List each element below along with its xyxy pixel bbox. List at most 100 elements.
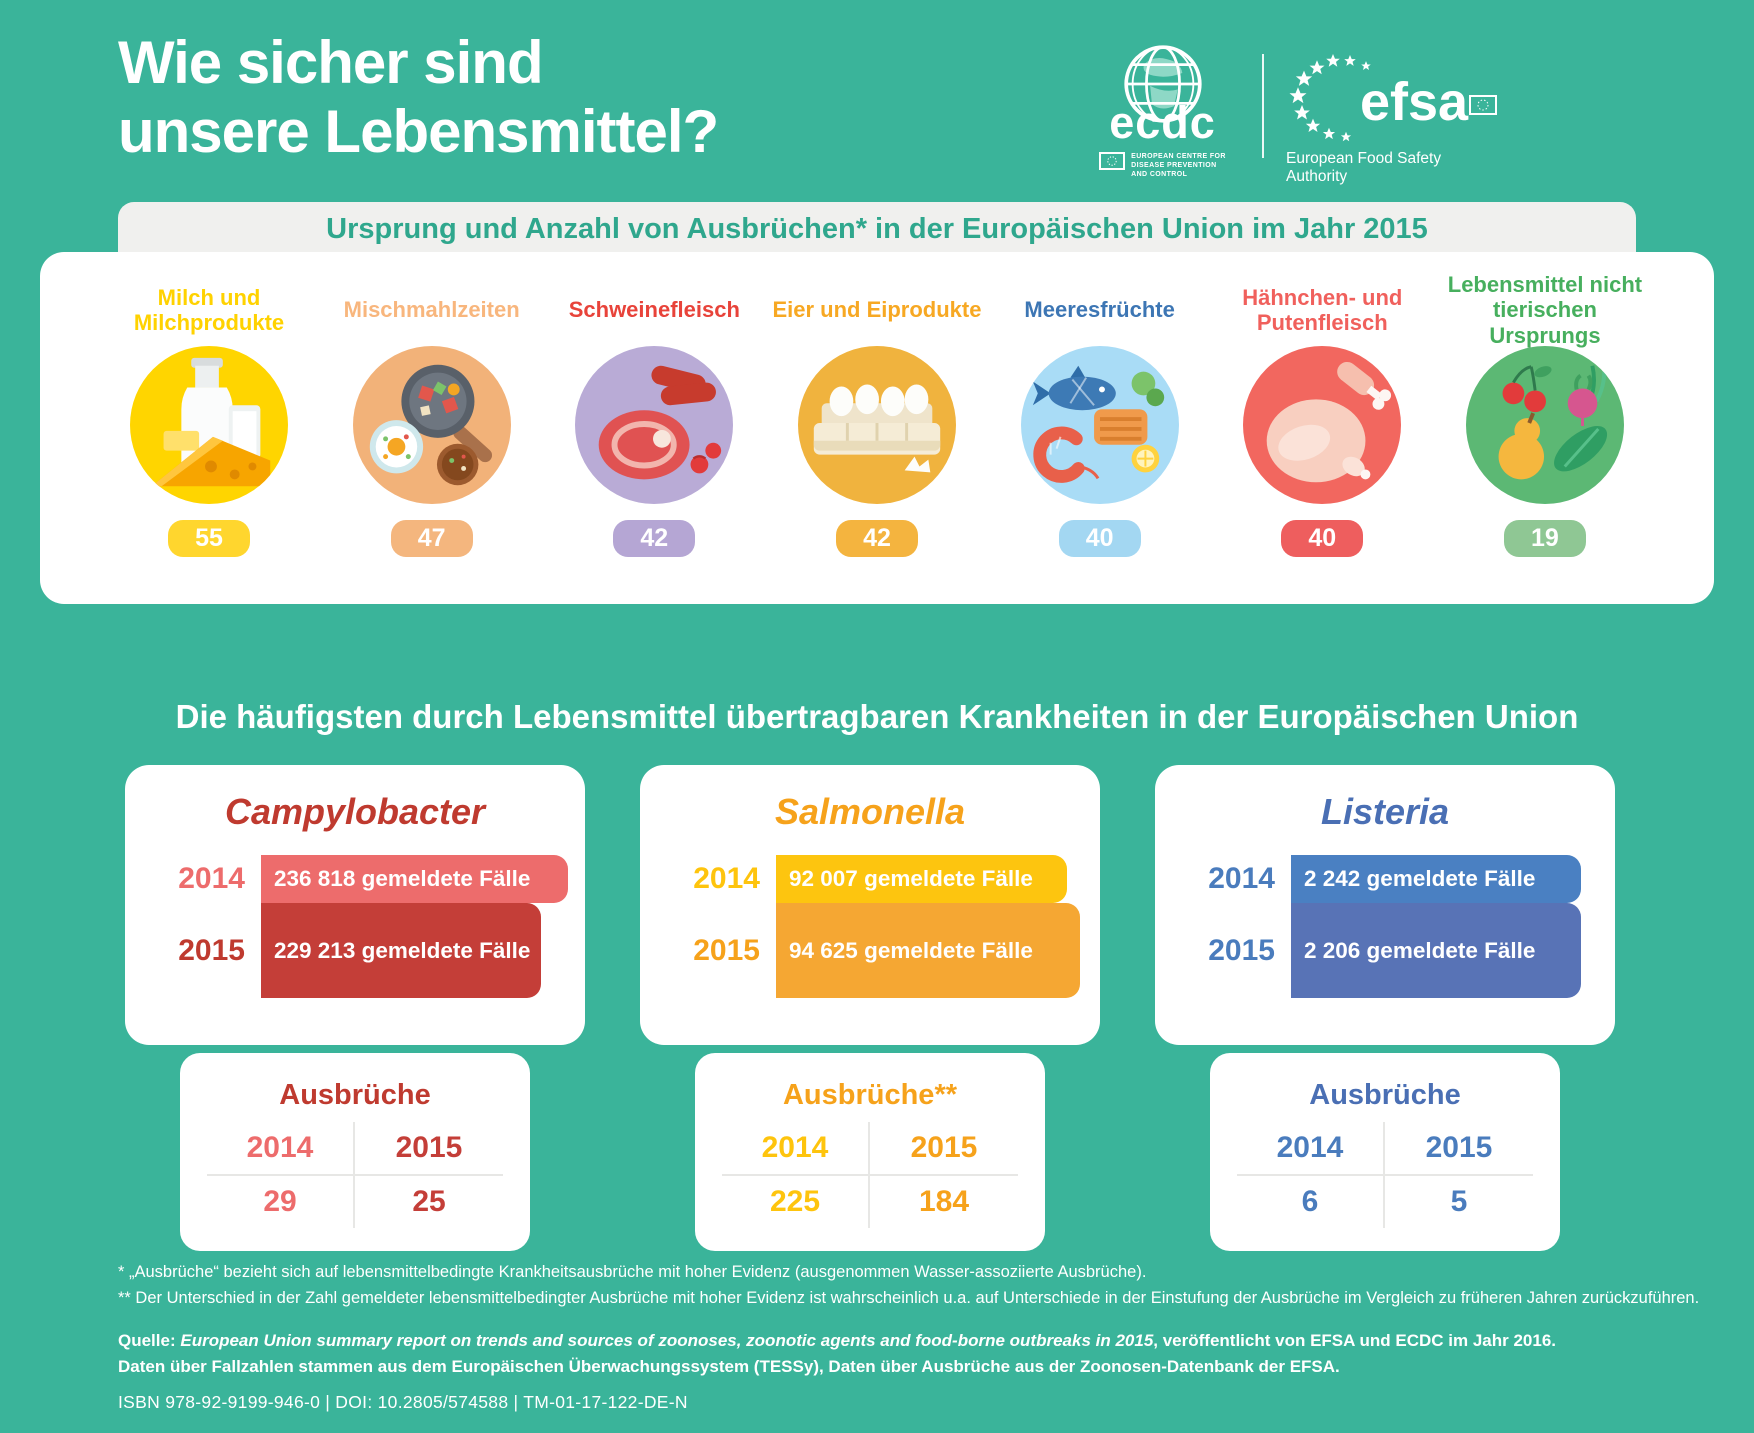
year-label: 2015 [693,933,760,967]
cases-value: 2 242 gemeldete Fälle [1304,866,1536,891]
cases-bar-2014: 92 007 gemeldete Fälle [776,855,1067,903]
eu-flag-icon [1469,95,1497,115]
year-label: 2014 [1208,862,1275,895]
disease-card-salmonella: Salmonella 2014 92 007 gemeldete Fälle 2… [640,765,1100,1251]
outbreaks-box-salmonella: Ausbrüche** 2014 2015 225 184 [695,1053,1045,1251]
disease-name: Salmonella [774,791,966,832]
food-category-label: Mischmahlzeiten [343,297,520,323]
cases-bar-2014: 236 818 gemeldete Fälle [261,855,568,903]
cases-value: 94 625 gemeldete Fälle [789,937,1033,963]
food-category-label: Schweinefleisch [568,297,740,323]
outbreaks-year-2015: 2015 [870,1122,1018,1176]
food-category-label: Eier und Eiprodukte [772,297,982,323]
ecdc-logo: ecdc EUROPEAN CENTRE FOR DISEASE PREVENT… [1085,38,1240,186]
source-line-2: Daten über Fallzahlen stammen aus dem Eu… [118,1356,1340,1376]
footnote-1: * „Ausbrüche“ bezieht sich auf lebensmit… [118,1263,1147,1281]
disease-name: Campylobacter [224,791,486,832]
outbreaks-year-2014: 2014 [722,1122,870,1176]
outbreaks-table: 2014 2015 225 184 [722,1122,1018,1228]
outbreaks-box-campylobacter: Ausbrüche 2014 2015 29 25 [180,1053,530,1251]
cases-value: 229 213 gemeldete Fälle [274,937,531,963]
outbreaks-table: 2014 2015 29 25 [207,1122,503,1228]
efsa-subtitle: European Food Safety Authority [1286,150,1442,185]
eu-flag-icon [1099,152,1126,170]
outbreaks-value-2015: 25 [412,1185,446,1218]
food-category-seafood: Meeresfrüchte [993,278,1207,604]
outbreak-count-badge: 47 [390,520,473,557]
outbreak-count-badge: 55 [168,520,250,557]
cases-bar-2015: 229 213 gemeldete Fälle [261,903,541,998]
outbreaks-year-2015: 2015 [1385,1122,1533,1176]
disease-card-listeria: Listeria 2014 2 242 gemeldete Fälle 2015… [1155,765,1615,1251]
food-category-label: Lebensmittel nicht tierischen Ursprungs [1447,272,1643,348]
cases-value: 236 818 gemeldete Fälle [274,866,531,891]
cases-row-2015: 2015 2 206 gemeldete Fälle [1155,903,1615,998]
disease-cards-row: Campylobacter 2014 236 818 gemeldete Fäl… [125,765,1615,1251]
ecdc-globe-icon [1123,45,1202,123]
cases-value: 92 007 gemeldete Fälle [789,866,1033,891]
outbreaks-value-2015: 184 [918,1185,970,1218]
outbreak-count-badge: 19 [1503,520,1586,557]
food-category-poultry: Hähnchen- und Putenfleisch 40 [1215,278,1429,604]
efsa-wordmark: efsa [1360,72,1469,132]
logo-divider [1262,54,1264,158]
outbreaks-value-2014: 29 [207,1176,355,1228]
food-categories-card: Milch und Milchprodukte 55 [40,252,1714,604]
food-category-label: Milch und Milchprodukte [133,284,285,335]
cases-bar-2015: 94 625 gemeldete Fälle [776,903,1080,998]
outbreaks-title: Ausbrüche [1309,1079,1461,1111]
outbreaks-year-2015: 2015 [355,1122,503,1176]
cases-row-2015: 2015 229 213 gemeldete Fälle [125,903,585,998]
cases-row-2014: 2014 92 007 gemeldete Fälle [640,855,1100,903]
food-category-pork: Schweinefleisch 42 [547,278,761,604]
footnote-2: ** Der Unterschied in der Zahl gemeldete… [118,1288,1700,1307]
chicken-turkey-icon [1243,346,1402,504]
cases-row-2014: 2014 236 818 gemeldete Fälle [125,855,585,903]
cases-value: 2 206 gemeldete Fälle [1304,937,1536,963]
outbreak-count-badge: 42 [835,520,918,557]
outbreaks-table: 2014 2015 6 5 [1237,1122,1533,1228]
outbreaks-year-2014: 2014 [1237,1122,1385,1176]
outbreaks-title: Ausbrüche** [782,1079,958,1111]
outbreak-count-badge: 42 [613,520,696,557]
ecdc-subtitle: EUROPEAN CENTRE FOR DISEASE PREVENTION A… [1131,153,1226,179]
cases-bar-2015: 2 206 gemeldete Fälle [1291,903,1581,998]
seafood-icon [1020,346,1179,504]
efsa-logo: efsa European Food Safety Authority [1286,52,1501,186]
logo-area: ecdc EUROPEAN CENTRE FOR DISEASE PREVENT… [1085,38,1501,186]
outbreak-count-badge: 40 [1058,520,1141,557]
disease-card-campylobacter: Campylobacter 2014 236 818 gemeldete Fäl… [125,765,585,1251]
footnotes: * „Ausbrüche“ bezieht sich auf lebensmit… [118,1260,1718,1311]
pork-icon [575,346,734,504]
diseases-section-header: Die häufigsten durch Lebensmittel übertr… [175,698,1579,735]
efsa-stars-icon: efsa [1289,54,1497,142]
outbreaks-year-2014: 2014 [207,1122,355,1176]
mixed-meals-icon [352,346,511,504]
food-category-mixed-meals: Mischmahlzeiten [325,278,539,604]
plant-foods-icon [1465,346,1624,504]
page-title-line2: unsere Lebensmittel? [118,98,719,165]
isbn-line: ISBN 978-92-9199-946-0 | DOI: 10.2805/57… [118,1392,688,1412]
outbreaks-value-2014: 225 [722,1176,870,1228]
food-category-plant-foods: Lebensmittel nicht tierischen Ursprungs [1438,272,1652,604]
cases-bar-2014: 2 242 gemeldete Fälle [1291,855,1581,903]
source-line-1: Quelle: European Union summary report on… [118,1331,1557,1350]
outbreaks-value-2014: 6 [1237,1176,1385,1228]
year-label: 2015 [178,933,245,967]
outbreaks-value-2015: 5 [1450,1185,1468,1218]
milk-and-dairy-icon [130,346,288,504]
disease-name: Listeria [1320,791,1450,832]
year-label: 2014 [693,862,760,895]
year-label: 2014 [178,862,245,895]
source-note: Quelle: European Union summary report on… [118,1328,1718,1379]
outbreak-count-badge: 40 [1281,520,1364,557]
year-label: 2015 [1208,933,1275,967]
outbreaks-title: Ausbrüche [279,1079,431,1111]
ecdc-wordmark: ecdc [1109,97,1216,148]
eggs-icon [797,346,956,504]
food-category-eggs: Eier und Eiprodukte 42 [770,278,984,604]
outbreaks-box-listeria: Ausbrüche 2014 2015 6 5 [1210,1053,1560,1251]
page-title-line1: Wie sicher sind [118,29,544,96]
cases-row-2014: 2014 2 242 gemeldete Fälle [1155,855,1615,903]
